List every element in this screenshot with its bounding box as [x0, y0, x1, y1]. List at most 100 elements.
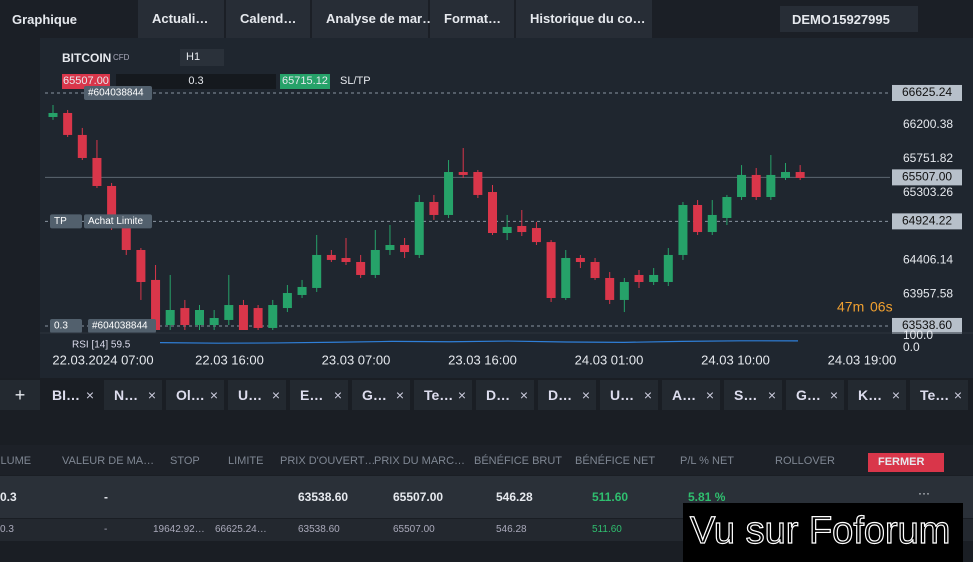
price-label: 65507.00	[902, 170, 952, 184]
cell: 65507.00	[393, 524, 435, 535]
tab-close: ×	[271, 387, 280, 403]
volume[interactable]: 0.3	[116, 74, 276, 89]
tab-label: A…	[672, 387, 697, 403]
header-tab[interactable]: Format…	[430, 0, 514, 38]
candle-body	[282, 293, 292, 309]
instrument-tab[interactable]: Te… ×	[414, 380, 472, 410]
close-button[interactable]: FERMER	[868, 453, 944, 472]
order-tag: #604038844	[92, 321, 148, 332]
cell: -	[104, 524, 108, 535]
candle-body	[678, 205, 688, 255]
candle-body	[781, 172, 790, 178]
header-tab[interactable]: Analyse de mar…	[312, 0, 435, 38]
instrument-tab[interactable]: K… ×	[848, 380, 906, 410]
column-header: OLUME	[0, 455, 32, 467]
candle-body	[195, 309, 204, 326]
candle-body	[751, 174, 761, 198]
tab-close: ×	[209, 387, 218, 403]
symbol-type: CFD	[113, 53, 130, 62]
instrument-tab[interactable]: G… ×	[786, 380, 844, 410]
tab-close: ×	[457, 387, 466, 403]
tab-label: BI…	[52, 387, 80, 403]
left-toolbar	[0, 38, 40, 378]
sell-price[interactable]: 65507.00	[62, 74, 110, 89]
candle-body	[48, 112, 58, 117]
rsi-line	[159, 340, 799, 344]
tab-label: K…	[858, 387, 883, 403]
candle-body	[268, 305, 278, 328]
sltp[interactable]: SL/TP	[340, 75, 371, 87]
instrument-tab[interactable]: G… ×	[352, 380, 410, 410]
rsi-tick: 0.0	[903, 340, 920, 354]
candle-body	[356, 261, 366, 275]
instrument-tab[interactable]: E… ×	[290, 380, 348, 410]
instrument-tab[interactable]: U… ×	[600, 380, 658, 410]
symbol[interactable]: BITCOIN	[62, 51, 112, 65]
candle-body	[180, 308, 190, 326]
overlay: 66200.38 65751.82 65303.26 64406.14 63957.58…	[40, 84, 973, 367]
candle-body	[121, 217, 131, 250]
header-tab[interactable]: Historique du co…	[516, 0, 652, 38]
instrument-tab[interactable]: D… ×	[538, 380, 596, 410]
instrument-tab[interactable]: N… ×	[104, 380, 162, 410]
order-tag-bg	[88, 319, 156, 333]
tab-label: G…	[362, 387, 387, 403]
candle-body	[444, 172, 454, 215]
cell: 511.60	[592, 524, 622, 535]
instrument-tab[interactable]: S… ×	[724, 380, 782, 410]
x-tick-label: 23.03 07:00	[322, 352, 391, 367]
instrument-tab[interactable]: A… ×	[662, 380, 720, 410]
candle-body	[151, 279, 161, 330]
header-tab[interactable]: Actuali…	[138, 0, 224, 38]
price-label: 66625.24	[902, 85, 952, 99]
account-box[interactable]	[780, 6, 918, 32]
timeframe[interactable]: H1	[180, 49, 224, 66]
header-tab[interactable]: Calend…	[226, 0, 310, 38]
candle-body	[107, 185, 117, 218]
candle-body	[209, 317, 219, 326]
price-label-bg	[892, 84, 962, 101]
candle-body	[312, 254, 322, 288]
buy-price[interactable]: 65715.12	[280, 74, 330, 89]
tab-label: Te…	[920, 387, 950, 403]
candle-body	[707, 214, 717, 233]
add-tab[interactable]: +	[0, 380, 40, 410]
candle-body	[649, 274, 659, 282]
rsi-tick: 100.0	[903, 328, 933, 342]
candle-body	[575, 257, 585, 262]
account-number: 15927995	[832, 12, 890, 27]
tab-close: ×	[147, 387, 156, 403]
tab-close: ×	[891, 387, 900, 403]
tab-label: G…	[796, 387, 821, 403]
candle-body	[414, 201, 424, 255]
candle-body	[693, 205, 703, 233]
menu[interactable]: Graphique	[12, 12, 78, 27]
column-header: BÉNÉFICE NET	[575, 455, 656, 467]
candle-body	[546, 242, 556, 298]
candle-body	[634, 274, 644, 282]
cell: 65507.00	[393, 490, 444, 504]
candle-body	[385, 245, 395, 250]
instrument-tab[interactable]: Te… ×	[910, 380, 968, 410]
candle-body	[663, 254, 673, 282]
instrument-tab[interactable]: BI… ×	[42, 380, 100, 410]
column-header: P/L % NET	[680, 455, 734, 467]
cell: 546.28	[496, 524, 527, 535]
x-tick-label: 23.03 16:00	[448, 352, 517, 367]
tab-close: ×	[395, 387, 404, 403]
tab-close: ×	[643, 387, 652, 403]
cell: 19642.92…	[153, 524, 205, 535]
instrument-tab[interactable]: U… ×	[228, 380, 286, 410]
instrument-tab[interactable]: Ol… ×	[166, 380, 224, 410]
candle-body	[63, 112, 73, 135]
column-header: BÉNÉFICE BRUT	[474, 455, 563, 467]
tab-label: S…	[734, 387, 758, 403]
candle-body	[341, 257, 351, 262]
candle-body	[458, 172, 468, 175]
cell: 546.28	[496, 490, 533, 504]
more[interactable]: ···	[918, 486, 930, 500]
instrument-tab[interactable]: D… ×	[476, 380, 534, 410]
tab-close: ×	[85, 387, 94, 403]
candle-body	[795, 172, 805, 178]
tab-label: U…	[238, 387, 263, 403]
